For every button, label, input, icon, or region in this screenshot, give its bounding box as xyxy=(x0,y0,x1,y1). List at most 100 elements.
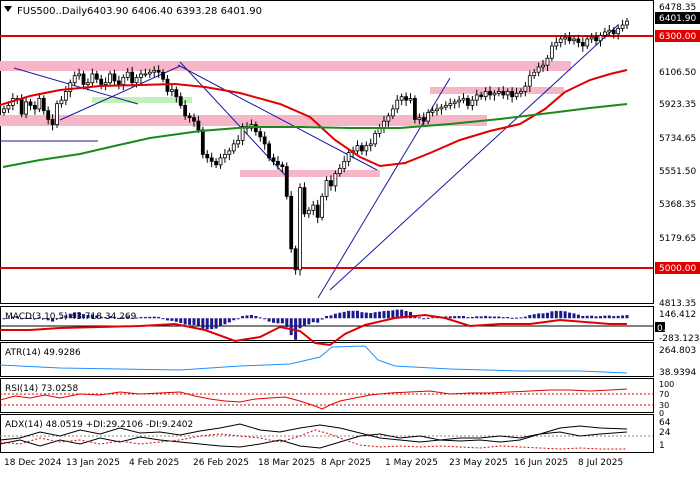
candle-up xyxy=(514,92,519,98)
macd-bar xyxy=(612,316,616,319)
macd-signal-line xyxy=(0,313,627,347)
candle-up xyxy=(37,98,42,110)
trend-line-3 xyxy=(13,67,139,105)
candle-down xyxy=(329,180,333,187)
macd-bar xyxy=(152,316,156,319)
candle-down xyxy=(293,248,298,271)
macd-bar xyxy=(417,317,421,319)
macd-bar xyxy=(590,315,594,319)
candle-up xyxy=(231,143,236,152)
candle-down xyxy=(50,119,55,126)
symbol-label: FUS500..Daily xyxy=(17,6,87,17)
macd-bar xyxy=(519,317,523,319)
macd-bar xyxy=(545,312,549,319)
macd-tick-label: 0.00 xyxy=(657,324,677,334)
candle-up xyxy=(408,98,413,101)
candle-down xyxy=(214,160,218,166)
macd-bar xyxy=(126,316,130,319)
candle-up xyxy=(103,82,108,85)
macd-bar xyxy=(241,316,245,319)
macd-bar xyxy=(382,311,386,319)
candle-down xyxy=(196,120,201,131)
macd-bar xyxy=(563,311,567,319)
collapse-triangle-icon[interactable] xyxy=(4,6,12,12)
support-zone-upper xyxy=(0,115,487,126)
macd-bar xyxy=(2,318,6,320)
macd-bar xyxy=(616,315,620,319)
candle-up xyxy=(417,117,422,120)
macd-bar xyxy=(408,311,412,319)
macd-zero-badge xyxy=(655,322,665,332)
candle-up xyxy=(337,167,342,175)
macd-bar xyxy=(355,310,359,319)
candle-up xyxy=(134,77,139,84)
price-panel-frame xyxy=(0,0,654,304)
macd-bar xyxy=(470,316,474,319)
macd-bar xyxy=(462,315,466,319)
horizontal-levels xyxy=(0,35,653,269)
support-zone-mid xyxy=(430,87,564,94)
candle-up xyxy=(386,115,391,122)
candle-down xyxy=(200,129,205,155)
macd-bar xyxy=(42,318,46,320)
macd-bar xyxy=(135,317,139,319)
macd-bar xyxy=(537,313,541,319)
macd-bar xyxy=(77,312,81,319)
macd-bar xyxy=(6,317,10,319)
macd-bar xyxy=(431,317,435,319)
atr-panel-frame xyxy=(0,342,654,377)
candle-up xyxy=(563,36,568,40)
macd-bar xyxy=(325,315,329,319)
candle-up xyxy=(306,209,311,215)
candle-down xyxy=(276,160,280,166)
panel-frames xyxy=(0,0,654,453)
rsi-tick-label: 100 xyxy=(659,380,674,389)
macd-bar xyxy=(492,316,496,319)
candle-up xyxy=(589,36,594,40)
rsi-tick-label: 30 xyxy=(659,401,669,410)
price-axis: 6478.35 6401.90 6300.00 6106.50 5923.35 … xyxy=(655,3,700,309)
candle-up xyxy=(549,45,554,59)
candle-up xyxy=(240,125,245,141)
candle-down xyxy=(315,204,320,218)
macd-bar xyxy=(223,318,227,325)
macd-bar xyxy=(121,317,125,319)
candle-up xyxy=(523,85,528,92)
adx-panel-frame xyxy=(0,414,654,453)
candle-down xyxy=(130,71,135,84)
date-tick-label: 8 Jul 2025 xyxy=(578,458,623,468)
macd-bar xyxy=(523,316,527,319)
level-label-5000: 5000.00 xyxy=(659,264,696,274)
price-zones xyxy=(0,61,571,177)
candle-up xyxy=(236,139,241,145)
macd-tick-label: 146.412 xyxy=(659,310,696,320)
macd-bar xyxy=(90,314,94,319)
macd-bar xyxy=(594,316,598,319)
adx-axis: 64 24 1 xyxy=(659,418,671,451)
price-tick-label: 4813.35 xyxy=(659,299,696,309)
candle-up xyxy=(24,101,28,115)
candle-down xyxy=(187,115,192,119)
candle-up xyxy=(143,73,148,76)
macd-bar xyxy=(400,309,404,319)
level-badge-5000 xyxy=(655,262,700,274)
macd-bar xyxy=(302,318,306,327)
di-plus-line xyxy=(0,431,628,449)
candle-up xyxy=(108,73,112,84)
macd-axis: 146.412 0.00 -283.123 xyxy=(655,310,699,344)
macd-histogram xyxy=(2,309,629,340)
candle-up xyxy=(541,64,545,68)
candle-up xyxy=(457,99,461,103)
candle-up xyxy=(496,91,501,94)
candle-up xyxy=(435,108,439,112)
macd-bar xyxy=(11,316,15,319)
atr-tick-label: 264.803 xyxy=(659,346,696,356)
candle-up xyxy=(452,101,457,105)
candle-up xyxy=(554,42,559,47)
candle-down xyxy=(479,94,484,98)
candle-down xyxy=(156,70,161,73)
macd-bar xyxy=(484,315,488,319)
candle-down xyxy=(28,101,33,106)
macd-bar xyxy=(373,312,377,319)
